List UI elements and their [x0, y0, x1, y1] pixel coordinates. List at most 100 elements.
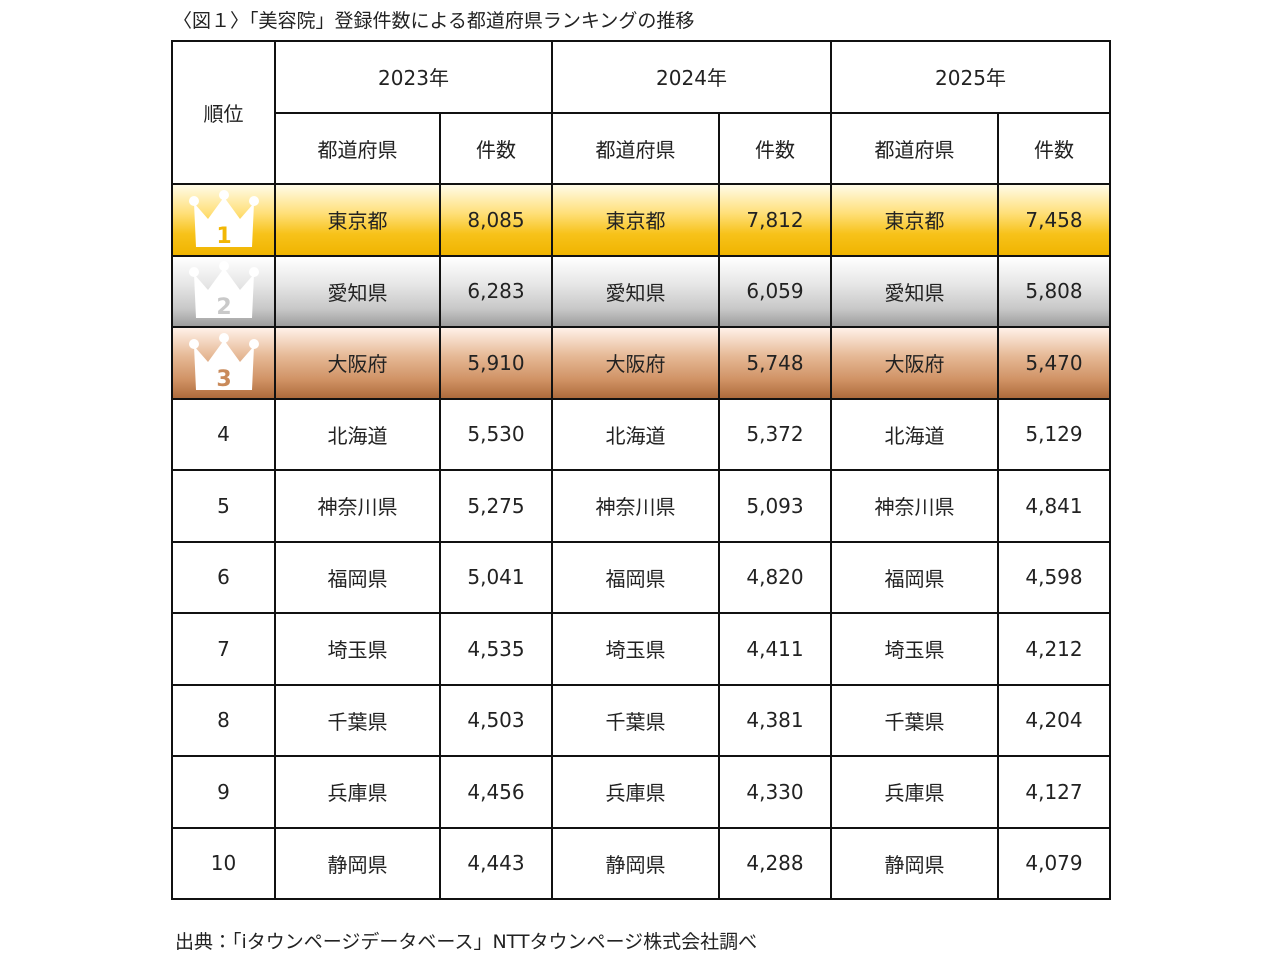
rank-number: 3	[216, 367, 231, 392]
prefecture-cell: 福岡県	[274, 540, 441, 614]
rank-cell: 8	[171, 683, 276, 757]
rank-cell: 9	[171, 755, 276, 829]
count-cell: 5,041	[439, 540, 553, 614]
prefecture-cell: 静岡県	[830, 826, 999, 900]
prefecture-cell: 大阪府	[274, 326, 441, 400]
table-body: 順位 2023年 2024年 2025年 都道府県 件数 都道府県 件数 都道府県 件数 1 東京都 8…	[171, 40, 1111, 900]
rank-cell: 5	[171, 469, 276, 543]
prefecture-cell: 神奈川県	[830, 469, 999, 543]
prefecture-cell: 千葉県	[551, 683, 720, 757]
crown-icon: 2	[188, 261, 259, 320]
rank-cell: 1	[171, 183, 276, 257]
crown-shape	[193, 268, 254, 319]
crown-jewel	[248, 267, 259, 278]
count-cell: 5,910	[439, 326, 553, 400]
crown-shape	[193, 339, 254, 390]
data-row: 2 愛知県 6,283 愛知県 6,059 愛知県 5,808	[171, 254, 1111, 328]
sub-header: 件数	[439, 111, 553, 185]
sub-header: 件数	[718, 111, 832, 185]
rank-cell: 7	[171, 612, 276, 686]
prefecture-cell: 愛知県	[551, 254, 720, 328]
count-cell: 6,059	[718, 254, 832, 328]
year-header: 2023年	[274, 40, 553, 114]
count-cell: 5,275	[439, 469, 553, 543]
rank-cell: 4	[171, 397, 276, 471]
count-cell: 4,212	[997, 612, 1111, 686]
count-cell: 5,808	[997, 254, 1111, 328]
prefecture-cell: 千葉県	[274, 683, 441, 757]
prefecture-cell: 愛知県	[274, 254, 441, 328]
year-header: 2024年	[551, 40, 832, 114]
prefecture-cell: 福岡県	[830, 540, 999, 614]
count-cell: 4,288	[718, 826, 832, 900]
data-row: 7 埼玉県 4,535 埼玉県 4,411 埼玉県 4,212	[171, 612, 1111, 686]
count-cell: 4,127	[997, 755, 1111, 829]
rank-cell: 3	[171, 326, 276, 400]
rank-number: 2	[216, 295, 231, 320]
ranking-table: 順位 2023年 2024年 2025年 都道府県 件数 都道府県 件数 都道府県 件数 1 東京都 8…	[171, 40, 1111, 900]
count-cell: 4,598	[997, 540, 1111, 614]
count-cell: 7,458	[997, 183, 1111, 257]
prefecture-cell: 大阪府	[551, 326, 720, 400]
data-row: 6 福岡県 5,041 福岡県 4,820 福岡県 4,598	[171, 540, 1111, 614]
count-cell: 4,411	[718, 612, 832, 686]
crown-jewel	[188, 338, 199, 349]
count-cell: 4,535	[439, 612, 553, 686]
prefecture-cell: 埼玉県	[274, 612, 441, 686]
count-cell: 4,079	[997, 826, 1111, 900]
rank-cell: 6	[171, 540, 276, 614]
count-cell: 4,820	[718, 540, 832, 614]
prefecture-cell: 東京都	[551, 183, 720, 257]
prefecture-cell: 大阪府	[830, 326, 999, 400]
count-cell: 5,372	[718, 397, 832, 471]
count-cell: 5,093	[718, 469, 832, 543]
count-cell: 4,456	[439, 755, 553, 829]
prefecture-cell: 北海道	[274, 397, 441, 471]
count-cell: 5,129	[997, 397, 1111, 471]
data-row: 5 神奈川県 5,275 神奈川県 5,093 神奈川県 4,841	[171, 469, 1111, 543]
title: 〈図１〉「美容院」登録件数による都道府県ランキングの推移	[173, 10, 695, 32]
source: 出典：「iタウンページデータベース」NTTタウンページ株式会社調べ	[175, 931, 758, 953]
data-row: 3 大阪府 5,910 大阪府 5,748 大阪府 5,470	[171, 326, 1111, 400]
count-cell: 4,841	[997, 469, 1111, 543]
prefecture-cell: 東京都	[274, 183, 441, 257]
count-cell: 4,204	[997, 683, 1111, 757]
rank-cell: 2	[171, 254, 276, 328]
data-row: 1 東京都 8,085 東京都 7,812 東京都 7,458	[171, 183, 1111, 257]
prefecture-cell: 東京都	[830, 183, 999, 257]
header-row: 都道府県 件数 都道府県 件数 都道府県 件数	[172, 111, 1111, 185]
count-cell: 4,443	[439, 826, 553, 900]
prefecture-cell: 兵庫県	[830, 755, 999, 829]
rank-header: 順位	[171, 40, 276, 185]
data-row: 9 兵庫県 4,456 兵庫県 4,330 兵庫県 4,127	[171, 755, 1111, 829]
prefecture-cell: 兵庫県	[551, 755, 720, 829]
rank-number: 1	[216, 224, 231, 249]
count-cell: 4,503	[439, 683, 553, 757]
count-cell: 5,748	[718, 326, 832, 400]
count-cell: 5,470	[997, 326, 1111, 400]
sub-header: 件数	[997, 111, 1111, 185]
crown-jewel	[218, 332, 229, 343]
count-cell: 6,283	[439, 254, 553, 328]
header-row: 順位 2023年 2024年 2025年	[171, 40, 1111, 185]
prefecture-cell: 埼玉県	[830, 612, 999, 686]
crown-jewel	[218, 189, 229, 200]
crown-shape	[193, 196, 254, 247]
sub-header: 都道府県	[830, 111, 999, 185]
count-cell: 7,812	[718, 183, 832, 257]
crown-jewel	[248, 338, 259, 349]
data-row: 10 静岡県 4,443 静岡県 4,288 静岡県 4,079	[171, 826, 1111, 900]
year-header: 2025年	[830, 40, 1111, 114]
data-row: 4 北海道 5,530 北海道 5,372 北海道 5,129	[171, 397, 1111, 471]
count-cell: 4,381	[718, 683, 832, 757]
crown-jewel	[218, 261, 229, 272]
prefecture-cell: 静岡県	[274, 826, 441, 900]
prefecture-cell: 埼玉県	[551, 612, 720, 686]
data-row: 8 千葉県 4,503 千葉県 4,381 千葉県 4,204	[171, 683, 1111, 757]
sub-header: 都道府県	[551, 111, 720, 185]
prefecture-cell: 北海道	[830, 397, 999, 471]
prefecture-cell: 北海道	[551, 397, 720, 471]
rank-cell: 10	[171, 826, 276, 900]
crown-jewel	[188, 267, 199, 278]
